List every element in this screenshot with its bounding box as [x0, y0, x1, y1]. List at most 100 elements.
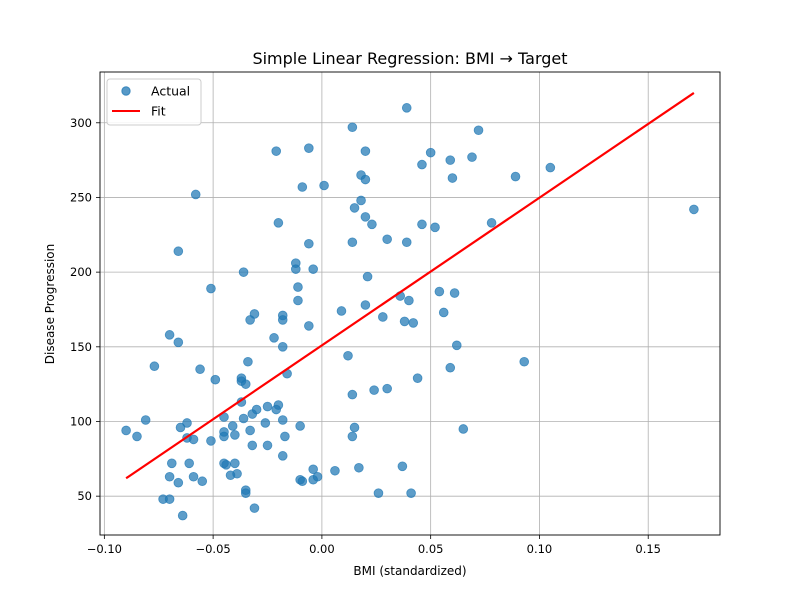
y-axis-label: Disease Progression	[43, 244, 57, 365]
scatter-point	[360, 212, 371, 222]
scatter-point	[510, 171, 521, 182]
scatter-point	[290, 264, 301, 274]
y-tick-label: 50	[77, 489, 92, 503]
scatter-point	[277, 451, 288, 461]
scatter-point	[467, 152, 477, 162]
scatter-point	[188, 471, 199, 482]
scatter-point	[164, 494, 175, 504]
scatter-point	[367, 219, 377, 230]
scatter-point	[121, 425, 131, 436]
scatter-point	[401, 103, 412, 113]
scatter-point	[247, 440, 258, 451]
scatter-point	[408, 318, 419, 328]
legend-label-actual: Actual	[151, 84, 190, 99]
scatter-point	[230, 458, 240, 469]
scatter-point	[347, 237, 358, 248]
scatter-point	[269, 333, 279, 343]
grid	[100, 72, 720, 535]
scatter-point	[406, 488, 416, 498]
scatter-point	[188, 434, 199, 445]
fit-line-layer	[125, 91, 695, 480]
scatter-point	[360, 146, 371, 156]
axis-ticks: −0.10 −0.05 0.00 0.05 0.10 0.15 50 100 150 200 250…	[70, 116, 661, 556]
scatter-point	[195, 364, 205, 375]
scatter-point	[295, 421, 305, 431]
scatter-point	[232, 468, 242, 479]
scatter-point	[425, 147, 436, 158]
scatter-point	[399, 316, 410, 327]
scatter-point	[343, 350, 353, 361]
scatter-point	[417, 219, 427, 230]
legend: Actual Fit	[106, 78, 202, 126]
scatter-point	[175, 422, 186, 433]
legend-label-fit: Fit	[151, 104, 166, 119]
scatter-point	[373, 488, 384, 498]
scatter-point	[177, 510, 188, 521]
scatter-point	[260, 418, 271, 428]
x-tick-label: −0.10	[87, 542, 122, 556]
scatter-point	[262, 401, 273, 412]
scatter-point	[438, 307, 449, 318]
x-tick-label: −0.05	[195, 542, 230, 556]
chart-title: Simple Linear Regression: BMI → Target	[252, 49, 567, 68]
scatter-point	[445, 362, 456, 373]
scatter-point	[164, 471, 175, 482]
scatter-point	[173, 477, 184, 488]
scatter-point	[412, 373, 423, 383]
scatter-point	[210, 374, 221, 385]
scatter-point	[197, 476, 208, 487]
scatter-point	[473, 125, 484, 136]
scatter-point	[369, 385, 379, 395]
scatter-point	[312, 471, 323, 482]
y-tick-label: 100	[70, 414, 92, 428]
x-tick-label: 0.05	[418, 542, 444, 556]
scatter-point	[140, 415, 151, 425]
scatter-point	[230, 430, 240, 440]
scatter-point	[293, 295, 303, 306]
scatter-point	[182, 418, 192, 428]
scatter-point	[362, 271, 373, 282]
scatter-points	[121, 103, 699, 521]
scatter-point	[486, 218, 497, 228]
scatter-point	[293, 282, 303, 292]
scatter-point	[434, 286, 445, 297]
scatter-point	[430, 222, 440, 233]
y-tick-label: 200	[70, 265, 92, 279]
scatter-point	[304, 238, 314, 249]
scatter-point	[245, 425, 255, 436]
scatter-point	[184, 458, 194, 469]
scatter-point	[360, 174, 371, 185]
scatter-point	[277, 342, 288, 352]
x-axis-label: BMI (standardized)	[353, 564, 466, 578]
scatter-point	[164, 330, 175, 340]
scatter-point	[304, 143, 314, 153]
scatter-point	[262, 440, 273, 451]
scatter-point	[280, 431, 290, 442]
scatter-point	[308, 264, 318, 274]
scatter-point	[297, 476, 308, 487]
scatter-point	[149, 361, 160, 372]
scatter-point	[240, 488, 251, 498]
y-tick-label: 150	[70, 340, 92, 354]
scatter-point	[519, 356, 530, 367]
scatter-point	[173, 337, 184, 348]
scatter-point	[297, 182, 308, 192]
scatter-point	[238, 267, 249, 277]
scatter-point	[347, 389, 358, 400]
scatter-point	[190, 189, 201, 200]
scatter-point	[238, 413, 249, 424]
scatter-point	[447, 173, 458, 183]
scatter-point	[417, 159, 427, 170]
plot-frame	[99, 71, 721, 536]
scatter-point	[445, 155, 456, 165]
scatter-point	[382, 383, 392, 394]
scatter-point	[378, 312, 388, 322]
scatter-point	[206, 436, 216, 446]
scatter-point	[336, 306, 347, 316]
scatter-point	[347, 122, 358, 133]
scatter-point	[382, 234, 392, 245]
scatter-point	[451, 340, 462, 351]
scatter-point	[404, 295, 414, 306]
scatter-point	[401, 237, 412, 248]
x-tick-label: 0.00	[309, 542, 335, 556]
